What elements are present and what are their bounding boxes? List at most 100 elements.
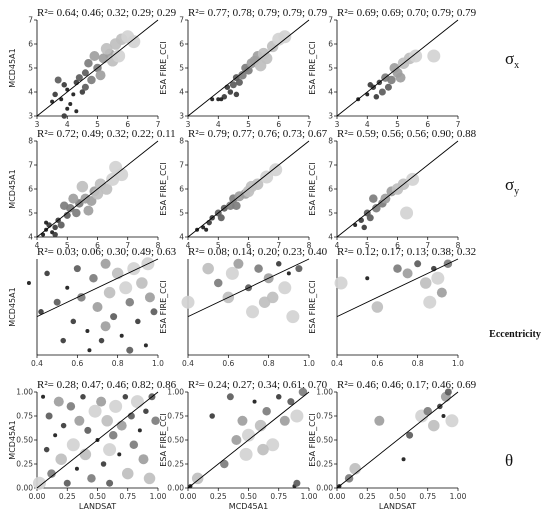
- y-tick-label: 0.00: [16, 484, 33, 493]
- data-point: [71, 92, 76, 97]
- data-point: [262, 406, 271, 416]
- data-point: [103, 443, 117, 457]
- data-point: [400, 206, 414, 220]
- data-point: [210, 97, 215, 102]
- y-tick-label: 6: [328, 185, 333, 194]
- data-point: [41, 394, 46, 399]
- y-tick-label: 7: [28, 161, 33, 170]
- x-tick-label: 0.50: [89, 492, 106, 501]
- scatter-panel: R²= 0.72; 0.49; 0.32; 0.22; 0.11 4 5 6 7 8 4 5 6…: [8, 128, 176, 250]
- y-tick-label: 0.50: [16, 436, 33, 445]
- data-point: [129, 440, 139, 450]
- data-point: [201, 225, 206, 230]
- data-point: [266, 438, 280, 452]
- data-point: [293, 479, 301, 487]
- data-point: [150, 308, 158, 316]
- data-point: [100, 321, 111, 332]
- x-tick-label: 0.75: [419, 492, 436, 501]
- data-point: [53, 433, 58, 438]
- data-point: [61, 113, 67, 119]
- data-point: [126, 346, 134, 354]
- x-tick-label: 6: [425, 120, 430, 129]
- data-point: [72, 208, 81, 218]
- data-point: [116, 420, 127, 431]
- data-point: [137, 428, 142, 433]
- r-squared-label: R²= 0.77; 0.78; 0.79; 0.79; 0.79: [188, 7, 328, 19]
- scatter-panel: R²= 0.08; 0.14; 0.20; 0.23; 0.40 0.4 0.6 0.…: [159, 246, 328, 368]
- data-point: [143, 343, 148, 348]
- data-point: [220, 459, 229, 469]
- data-point: [109, 399, 123, 413]
- x-tick-label: 3: [186, 120, 191, 129]
- data-point: [75, 74, 83, 82]
- x-tick-label: 0.50: [389, 492, 406, 501]
- x-tick-label: 5: [216, 241, 221, 250]
- data-point: [143, 472, 156, 485]
- data-point: [101, 415, 113, 427]
- data-point: [444, 388, 452, 396]
- x-tick-label: 0.25: [359, 492, 376, 501]
- y-tick-label: 6: [28, 185, 33, 194]
- y-axis-label: ESA FIRE_CCI: [159, 280, 168, 333]
- data-point: [441, 414, 446, 418]
- data-point: [238, 70, 247, 80]
- data-point: [366, 214, 374, 222]
- x-tick-label: 4: [35, 241, 40, 250]
- row-label: Eccentricity: [489, 329, 541, 340]
- data-point: [371, 301, 384, 313]
- row-label-main: θ: [505, 451, 513, 470]
- data-point: [233, 258, 244, 269]
- data-point: [402, 268, 413, 279]
- y-tick-label: 3: [328, 112, 333, 121]
- x-axis-label: LANDSAT: [379, 502, 416, 511]
- x-tick-label: 5: [246, 120, 251, 129]
- data-point: [73, 265, 81, 273]
- data-point: [276, 261, 282, 267]
- x-tick-label: 1.00: [301, 492, 318, 501]
- y-tick-label: 0.00: [167, 484, 184, 493]
- data-point: [216, 97, 221, 102]
- x-axis-label: LANDSAT: [79, 502, 116, 511]
- data-point: [86, 196, 97, 206]
- data-point: [98, 337, 105, 344]
- scatter-panel: R²= 0.03; 0.06; 0.30; 0.49; 0.63 0.4 0.6 0.…: [8, 246, 177, 368]
- data-point: [84, 426, 92, 434]
- x-tick-label: 0.6: [222, 359, 234, 368]
- r-squared-label: R²= 0.08; 0.14; 0.20; 0.23; 0.40: [188, 246, 328, 258]
- data-point: [361, 224, 367, 231]
- y-tick-label: 7: [179, 16, 184, 25]
- data-point: [52, 231, 58, 238]
- data-point: [226, 393, 234, 401]
- y-tick-label: 0.75: [316, 412, 333, 421]
- data-point: [26, 281, 31, 285]
- data-point: [89, 51, 100, 61]
- data-point: [43, 446, 50, 453]
- x-tick-label: 5: [395, 120, 400, 129]
- data-point: [103, 286, 116, 299]
- data-point: [60, 422, 67, 429]
- data-point: [136, 277, 148, 289]
- data-point: [269, 163, 283, 177]
- data-point: [353, 223, 358, 227]
- data-point: [45, 412, 53, 420]
- x-tick-label: 7: [307, 120, 312, 129]
- data-point: [143, 408, 149, 414]
- data-point: [226, 201, 235, 211]
- r-squared-label: R²= 0.24; 0.27; 0.34; 0.61; 0.70: [188, 379, 328, 391]
- data-point: [419, 277, 432, 289]
- data-point: [108, 430, 118, 440]
- y-tick-label: 7: [328, 16, 333, 25]
- y-tick-label: 5: [28, 64, 33, 73]
- data-point: [138, 454, 149, 465]
- data-point: [77, 293, 86, 302]
- data-point: [88, 404, 102, 418]
- data-point: [74, 415, 85, 426]
- data-point: [41, 232, 46, 237]
- scatter-panel: R²= 0.28; 0.47; 0.46; 0.82; 0.86 0.00 0.25…: [8, 379, 177, 511]
- data-point: [91, 188, 104, 200]
- data-point: [414, 260, 422, 268]
- one-to-one-line: [36, 19, 159, 117]
- x-tick-label: 7: [425, 241, 430, 250]
- data-point: [54, 76, 62, 84]
